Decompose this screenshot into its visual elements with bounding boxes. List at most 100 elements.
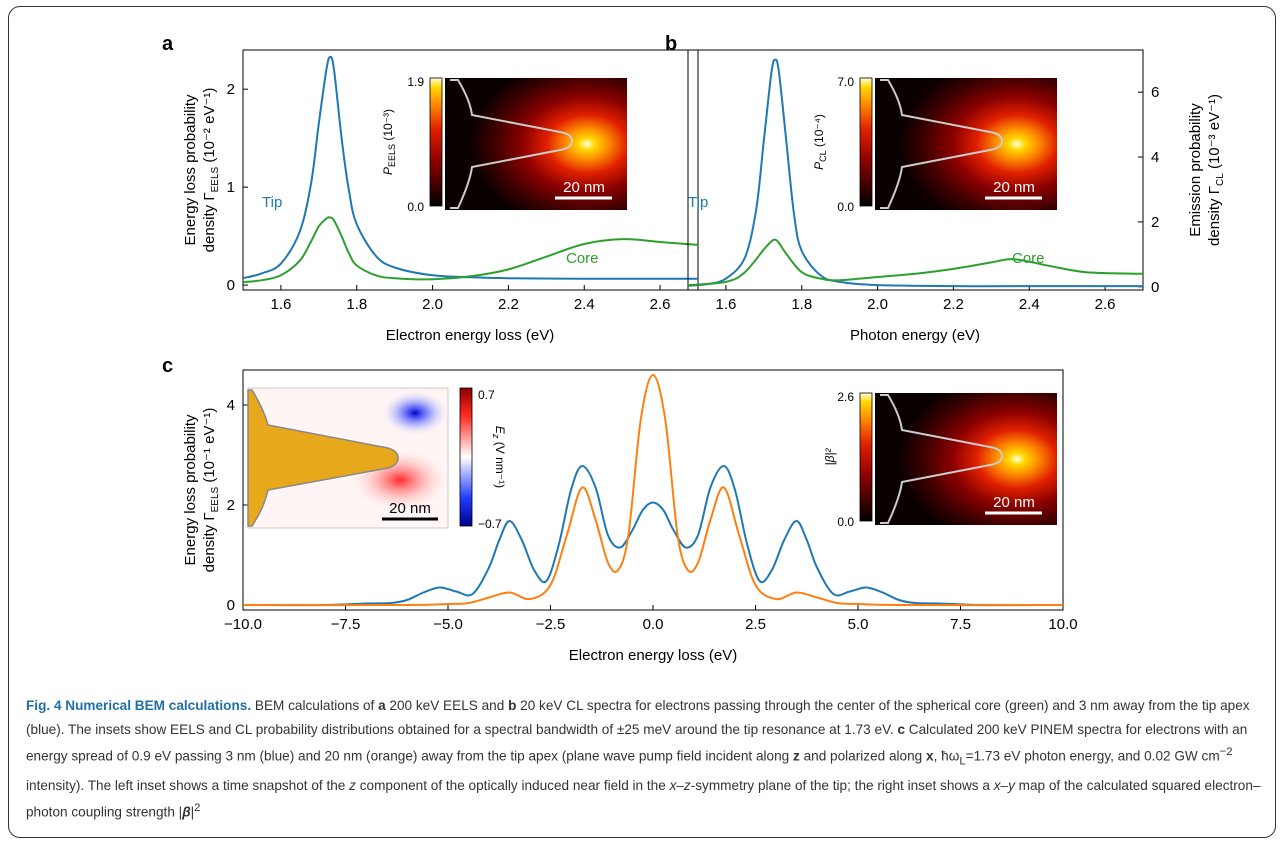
panel-a-ylabel-line1: Energy loss probability	[182, 94, 199, 245]
panel-a-series-1-line	[242, 216, 698, 284]
panel-b-ytick-label: 2	[1151, 214, 1159, 231]
panel-b-scalebar-label: 20 nm	[993, 179, 1035, 196]
panel-b-ylabel-line2: density ΓCL (10⁻³ eV⁻¹)	[1206, 94, 1226, 246]
panel-c-field-cbar-bottom: −0.7	[478, 517, 502, 531]
panel-c-gold-tip	[247, 389, 399, 527]
panel-b-series	[687, 58, 1143, 288]
figure-frame	[8, 6, 1276, 838]
panel-c-field-negative-lobe	[382, 391, 448, 435]
panel-b-xtick-label: 2.0	[867, 296, 888, 313]
panel-b-core-label: Core	[1012, 250, 1045, 267]
panel-c-left-inset: 20 nm 0.7 −0.7 Ez (V nm⁻¹)	[247, 387, 507, 531]
panel-b-series-0-line	[687, 58, 1143, 288]
panel-c-ytick-label: 0	[227, 597, 235, 614]
panel-b-ytick-label: 0	[1151, 279, 1159, 296]
caption-sup-2: 2	[194, 802, 201, 815]
caption-text-12: |	[190, 804, 195, 820]
panel-a-cbar-bottom: 0.0	[407, 200, 424, 214]
panel-a-tip-label: Tip	[262, 194, 282, 211]
caption-text-10: -symmetry plane of the tip; the right in…	[690, 777, 994, 793]
caption-text-2: 200 keV EELS and	[385, 698, 509, 713]
caption-text-4: Calculated 200 keV PINEM spectra for ele…	[26, 721, 1248, 764]
panel-a: a 1.6 1.8 2.0 2.2 2.4 2.6 0 1 2 Electron energy…	[162, 33, 699, 344]
panel-c-right-scalebar-label: 20 nm	[993, 494, 1035, 511]
panel-c-xtick-label: 7.5	[950, 616, 971, 633]
panel-b-inset: 7.0 0.0 PCL (10⁻⁴) 20 nm	[812, 75, 1057, 214]
panel-c-ylabel-line1: Energy loss probability	[182, 414, 199, 565]
panel-b-plot-frame	[687, 49, 1144, 291]
panel-a-eels-map	[445, 78, 627, 210]
panel-a-tip-outline	[450, 79, 574, 209]
panel-b-label: b	[665, 33, 677, 55]
caption-ref-b: b	[508, 698, 517, 713]
panel-b-xticks: 1.6 1.8 2.0 2.2 2.4 2.6	[715, 285, 1116, 313]
panel-c-beta-map	[875, 393, 1057, 525]
figure-svg: a 1.6 1.8 2.0 2.2 2.4 2.6 0 1 2 Electron energy…	[162, 33, 1226, 664]
panel-a-colorbar	[429, 77, 443, 207]
panel-b: b 1.6 1.8 2.0 2.2 2.4 2.6 0 2 4 6 Photon energy …	[665, 33, 1226, 344]
panel-a-series	[242, 55, 698, 284]
panel-c-xtick-label: 10.0	[1048, 616, 1077, 633]
panel-b-ytick-label: 6	[1151, 84, 1159, 101]
panel-a-yticks: 0 1 2	[227, 81, 248, 294]
caption-sup-minus2: −2	[1219, 746, 1233, 758]
panel-a-label: a	[162, 33, 174, 55]
panel-c-ytick-label: 2	[227, 497, 235, 514]
panel-a-ytick-label: 2	[227, 81, 235, 98]
panel-c-xtick-label: 0.0	[643, 616, 664, 633]
panel-c-yticks: 0 2 4	[227, 397, 248, 614]
caption-italic-z: z	[349, 777, 356, 793]
panel-c-xtick-label: 2.5	[745, 616, 766, 633]
panel-b-cbar-label: PCL (10⁻⁴)	[812, 114, 828, 170]
panel-c-right-inset: 2.6 0.0 |β|² 20 nm	[823, 390, 1057, 529]
panel-a-xtick-label: 2.6	[650, 296, 671, 313]
panel-b-cbar-bottom: 0.0	[837, 200, 854, 214]
panel-a-xtick-label: 1.8	[346, 296, 367, 313]
panel-c-xtick-label: −5.0	[433, 616, 463, 633]
panel-c-ylabel-line2: density ΓEELS (10⁻¹ eV⁻¹)	[201, 408, 221, 573]
panel-b-xtick-label: 2.6	[1095, 296, 1116, 313]
panel-b-colorbar	[859, 77, 873, 207]
panel-b-xtick-label: 1.8	[791, 296, 812, 313]
panel-c-beta-colorbar	[859, 392, 873, 522]
caption-text-9: component of the optically induced near …	[355, 777, 670, 793]
panel-a-plot-frame	[242, 49, 699, 291]
panel-b-ylabel-line1: Emission probability	[1187, 103, 1204, 237]
panel-c-xtick-label: −10.0	[224, 616, 262, 633]
panel-a-scalebar-label: 20 nm	[563, 179, 605, 196]
panel-c-xtick-label: −7.5	[331, 616, 361, 633]
caption-text-5: and polarized along	[799, 748, 927, 764]
caption-italic-xy: x–y	[993, 777, 1015, 793]
panel-c-xtick-label: 5.0	[848, 616, 869, 633]
panel-b-series-1-line	[687, 238, 1143, 287]
panel-c-beta-cbar-bottom: 0.0	[837, 515, 854, 529]
caption-text-1: BEM calculations of	[251, 698, 379, 713]
panel-b-tip-label: Tip	[688, 194, 708, 211]
caption-vec-x: x	[926, 748, 934, 764]
caption-ref-c: c	[897, 721, 906, 737]
panel-c-ytick-label: 4	[227, 397, 235, 414]
panel-a-xticks: 1.6 1.8 2.0 2.2 2.4 2.6	[270, 285, 671, 313]
caption-text-11: map of the calculated squared electron–p…	[26, 777, 1261, 820]
caption-text-6: , ħω	[933, 748, 960, 764]
panel-b-cl-map	[875, 78, 1057, 210]
panel-a-xlabel: Electron energy loss (eV)	[386, 327, 554, 344]
panel-a-cbar-label: PEELS (10⁻³)	[381, 109, 397, 175]
caption-sub-L: L	[959, 755, 966, 768]
panel-a-xtick-label: 2.0	[422, 296, 443, 313]
caption-text-7: =1.73 eV photon energy, and 0.02 GW cm	[965, 748, 1220, 764]
panel-a-series-0-line	[242, 55, 698, 280]
panel-c-xtick-label: −2.5	[536, 616, 566, 633]
panel-a-ytick-label: 0	[227, 277, 235, 294]
panel-b-xtick-label: 2.2	[943, 296, 964, 313]
panel-a-inset: 1.9 0.0 PEELS (10⁻³) 20 nm	[381, 75, 627, 214]
panel-b-xlabel: Photon energy (eV)	[850, 327, 980, 344]
panel-a-cbar-top: 1.9	[407, 75, 424, 89]
panel-c-beta-cbar-top: 2.6	[837, 390, 854, 404]
panel-b-tip-outline	[880, 79, 1004, 209]
panel-c-field-cbar-top: 0.7	[478, 388, 495, 402]
caption-vec-z: z	[793, 748, 800, 764]
panel-a-ytick-label: 1	[227, 179, 235, 196]
caption-title: Fig. 4 Numerical BEM calculations.	[26, 698, 252, 713]
panel-b-xtick-label: 2.4	[1019, 296, 1040, 313]
